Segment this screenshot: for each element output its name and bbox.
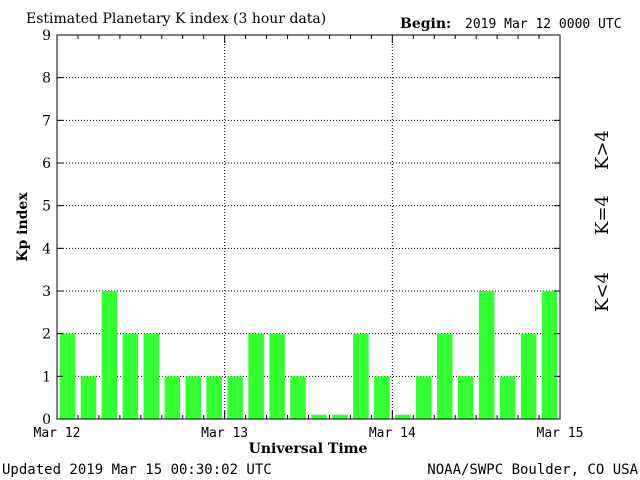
kp-bar	[143, 333, 160, 419]
kp-bar	[185, 376, 201, 419]
begin-label: Begin:	[400, 16, 451, 32]
y-tick-label: 6	[42, 156, 51, 172]
kp-bar	[353, 333, 369, 419]
grid-lines	[57, 35, 560, 419]
kp-bar	[80, 376, 97, 419]
y-tick-label: 0	[42, 412, 51, 428]
kp-bar	[457, 376, 474, 419]
y-tick-label: 3	[42, 284, 51, 300]
y-axis-ticks: 0 1 2 3 4 5 6 7 8 9	[42, 28, 560, 428]
x-axis-label: Universal Time	[249, 441, 368, 457]
y-tick-label: 7	[42, 113, 51, 129]
kp-bar	[478, 291, 495, 419]
kp-bar	[164, 376, 181, 419]
y-tick-label: 4	[42, 241, 51, 257]
x-tick-label: Mar 13	[201, 426, 248, 441]
kp-bar	[227, 376, 243, 419]
begin-value: 2019 Mar 12 0000 UTC	[465, 17, 622, 32]
kp-bar	[520, 333, 537, 419]
kp-bar	[101, 291, 118, 419]
kp-bar	[499, 376, 516, 419]
x-axis-ticks: Mar 12 Mar 13 Mar 14 Mar 15	[34, 35, 584, 441]
legend-k-less-4: K<4	[592, 272, 613, 312]
updated-timestamp: Updated 2019 Mar 15 00:30:02 UTC	[2, 462, 272, 478]
kp-bar	[206, 376, 222, 419]
kp-bar	[290, 376, 306, 419]
y-tick-label: 5	[42, 199, 51, 215]
kp-bar	[416, 376, 432, 419]
kp-bar	[122, 333, 139, 419]
kp-bar	[541, 291, 558, 419]
legend-k-equal-4: K=4	[592, 195, 613, 235]
y-tick-label: 1	[42, 369, 51, 385]
y-tick-label: 8	[42, 71, 51, 87]
kp-bar	[332, 414, 348, 419]
kp-bar	[374, 376, 390, 419]
y-axis-label: Kp index	[15, 192, 31, 262]
x-tick-label: Mar 14	[369, 426, 416, 441]
y-tick-label: 9	[42, 28, 51, 44]
kp-bar	[436, 333, 453, 419]
kp-bar	[395, 414, 411, 419]
kp-bar	[311, 414, 327, 419]
chart-title: Estimated Planetary K index (3 hour data…	[26, 11, 326, 27]
kp-bar	[59, 333, 76, 419]
bar-series	[59, 291, 558, 419]
kp-bar	[269, 333, 285, 419]
source-credit: NOAA/SWPC Boulder, CO USA	[427, 462, 638, 478]
x-tick-label: Mar 15	[537, 426, 584, 441]
x-tick-label: Mar 12	[34, 426, 81, 441]
y-tick-label: 2	[42, 327, 51, 343]
legend-k-greater-4: K>4	[592, 130, 613, 170]
kp-bar	[248, 333, 264, 419]
